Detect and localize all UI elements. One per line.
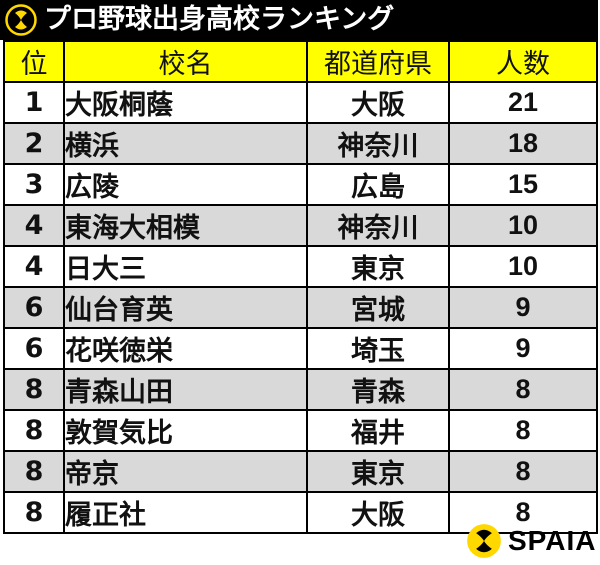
count-cell: 9 [448,286,598,329]
school-cell: 花咲徳栄 [63,327,308,370]
table-row: 8 青森山田 青森 8 [3,368,598,411]
rank-cell: 6 [3,327,65,370]
column-header-count: 人数 [448,40,598,83]
count-cell: 15 [448,163,598,206]
table-row: 4 日大三 東京 10 [3,245,598,288]
count-cell: 9 [448,327,598,370]
school-cell: 敦賀気比 [63,409,308,452]
count-cell: 8 [448,368,598,411]
table-row: 8 敦賀気比 福井 8 [3,409,598,452]
prefecture-cell: 福井 [306,409,450,452]
prefecture-cell: 大阪 [306,491,450,534]
rank-cell: 4 [3,245,65,288]
spaia-logo-icon [5,4,37,36]
count-cell: 21 [448,81,598,124]
school-cell: 履正社 [63,491,308,534]
school-cell: 青森山田 [63,368,308,411]
school-cell: 仙台育英 [63,286,308,329]
count-cell: 8 [448,409,598,452]
prefecture-cell: 広島 [306,163,450,206]
count-cell: 18 [448,122,598,165]
table-row: 6 花咲徳栄 埼玉 9 [3,327,598,370]
prefecture-cell: 大阪 [306,81,450,124]
page-title: プロ野球出身高校ランキング [44,4,395,35]
table-header-row: 位 校名 都道府県 人数 [3,40,598,83]
table-row: 2 横浜 神奈川 18 [3,122,598,165]
rank-cell: 6 [3,286,65,329]
table-row: 3 広陵 広島 15 [3,163,598,206]
rank-cell: 8 [3,450,65,493]
prefecture-cell: 東京 [306,450,450,493]
spaia-logo-icon [467,524,501,558]
count-cell: 8 [448,450,598,493]
school-cell: 大阪桐蔭 [63,81,308,124]
prefecture-cell: 宮城 [306,286,450,329]
rank-cell: 4 [3,204,65,247]
school-cell: 日大三 [63,245,308,288]
count-cell: 10 [448,204,598,247]
rank-cell: 8 [3,368,65,411]
table-row: 8 帝京 東京 8 [3,450,598,493]
table-row: 8 履正社 大阪 8 [3,491,598,534]
count-cell: 8 [448,491,598,534]
brand-name: SPAIA [508,525,597,556]
prefecture-cell: 神奈川 [306,204,450,247]
prefecture-cell: 青森 [306,368,450,411]
rank-cell: 8 [3,409,65,452]
prefecture-cell: 神奈川 [306,122,450,165]
rank-cell: 2 [3,122,65,165]
school-cell: 東海大相模 [63,204,308,247]
rank-cell: 1 [3,81,65,124]
column-header-prefecture: 都道府県 [306,40,450,83]
table-row: 6 仙台育英 宮城 9 [3,286,598,329]
ranking-table: 位 校名 都道府県 人数 1 大阪桐蔭 大阪 21 2 横浜 神奈川 18 3 広陵 広島 15 4 東海… [3,40,598,534]
school-cell: 横浜 [63,122,308,165]
title-bar: プロ野球出身高校ランキング [0,0,598,40]
column-header-rank: 位 [3,40,65,83]
table-row: 1 大阪桐蔭 大阪 21 [3,81,598,124]
rank-cell: 3 [3,163,65,206]
school-cell: 帝京 [63,450,308,493]
school-cell: 広陵 [63,163,308,206]
rank-cell: 8 [3,491,65,534]
column-header-school: 校名 [63,40,308,83]
table-row: 4 東海大相模 神奈川 10 [3,204,598,247]
prefecture-cell: 埼玉 [306,327,450,370]
count-cell: 10 [448,245,598,288]
prefecture-cell: 東京 [306,245,450,288]
